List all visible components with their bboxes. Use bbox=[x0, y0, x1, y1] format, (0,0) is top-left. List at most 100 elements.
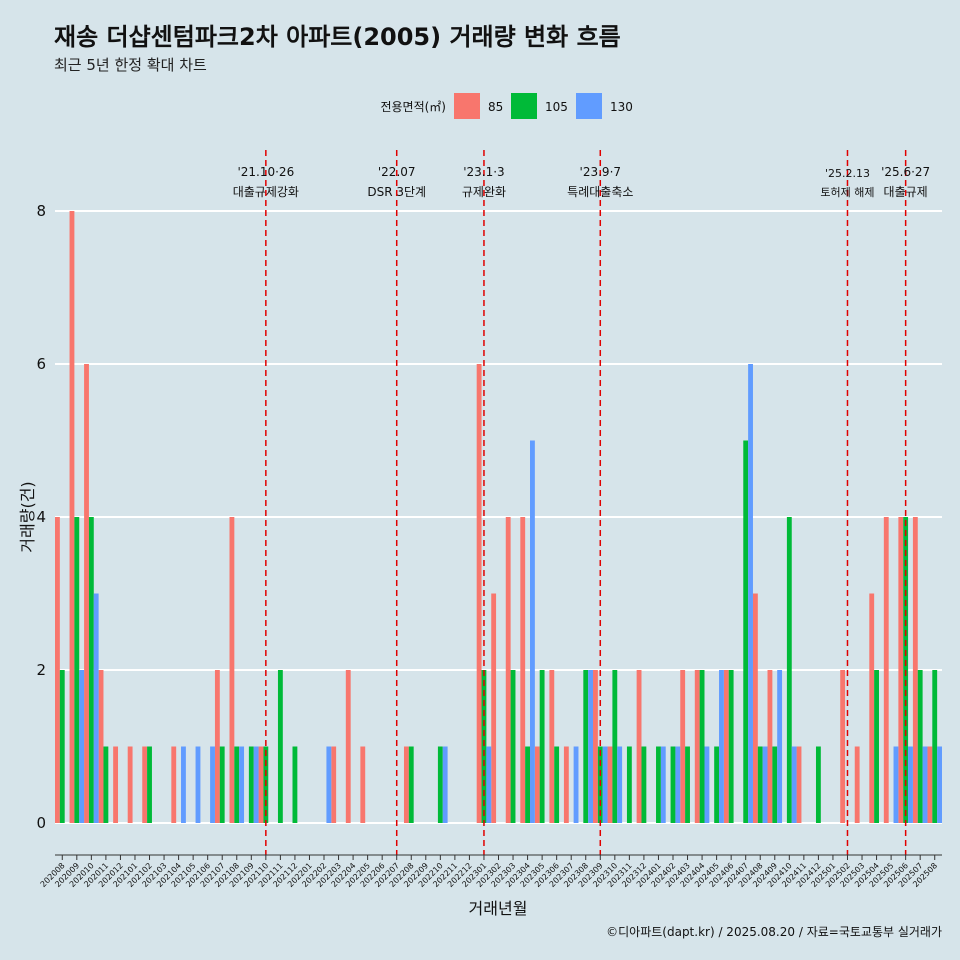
bar-130-202508 bbox=[937, 746, 942, 823]
bar-130-202410 bbox=[791, 746, 797, 823]
event-date: '23.9·7 bbox=[580, 165, 621, 179]
bar-130-202407 bbox=[748, 364, 753, 823]
bar-130-202408 bbox=[762, 746, 768, 823]
bar-105-202109 bbox=[248, 746, 254, 823]
bar-85-202203 bbox=[331, 746, 337, 823]
bar-105-202405 bbox=[714, 746, 720, 823]
bar-85-202108 bbox=[229, 517, 235, 823]
bar-105-202107 bbox=[219, 746, 225, 823]
bar-130-202106 bbox=[210, 746, 215, 823]
bar-85-202304 bbox=[520, 517, 526, 823]
bar-130-202105 bbox=[195, 746, 201, 823]
bar-105-202011 bbox=[103, 746, 109, 823]
x-axis-label: 거래년월 bbox=[469, 899, 528, 918]
bar-85-202301 bbox=[476, 364, 482, 823]
bar-130-202310 bbox=[617, 746, 623, 823]
bar-85-202012 bbox=[113, 746, 119, 823]
event-label: DSR 3단계 bbox=[367, 185, 426, 199]
bar-85-202406 bbox=[723, 670, 729, 823]
bar-105-202306 bbox=[554, 746, 560, 823]
bar-105-202305 bbox=[539, 670, 545, 823]
bar-105-202112 bbox=[292, 746, 298, 823]
bar-85-202404 bbox=[694, 670, 700, 823]
y-tick-label: 6 bbox=[36, 355, 46, 373]
chart-title: 재송 더샵센텀파크2차 아파트(2005) 거래량 변화 흐름 bbox=[54, 23, 621, 51]
bar-85-202204 bbox=[345, 670, 351, 823]
bar-105-202406 bbox=[728, 670, 734, 823]
legend-swatch-85 bbox=[454, 93, 480, 119]
bar-105-202507 bbox=[917, 670, 923, 823]
bar-105-202210 bbox=[437, 746, 443, 823]
bar-130-202304 bbox=[530, 440, 535, 823]
bar-85-202408 bbox=[752, 593, 758, 823]
legend-swatch-130 bbox=[576, 93, 602, 119]
bar-85-202409 bbox=[767, 670, 773, 823]
bar-105-202108 bbox=[234, 746, 240, 823]
bar-130-202104 bbox=[181, 746, 186, 823]
bar-105-202402 bbox=[670, 746, 676, 823]
bar-85-202502 bbox=[840, 670, 846, 823]
bar-105-202404 bbox=[699, 670, 705, 823]
bar-85-202101 bbox=[127, 746, 133, 823]
bar-105-202408 bbox=[757, 746, 763, 823]
bar-85-202506 bbox=[898, 517, 904, 823]
bar-105-202208 bbox=[408, 746, 414, 823]
bar-130-202309 bbox=[602, 746, 608, 823]
legend-label-105: 105 bbox=[545, 100, 568, 114]
legend-label-130: 130 bbox=[610, 100, 633, 114]
bar-130-202109 bbox=[253, 746, 259, 823]
bar-85-202205 bbox=[360, 746, 366, 823]
bar-130-202108 bbox=[239, 746, 245, 823]
bar-105-202412 bbox=[815, 746, 821, 823]
event-date: '25.2.13 bbox=[825, 167, 870, 180]
bar-85-202312 bbox=[636, 670, 642, 823]
bar-130-202307 bbox=[573, 746, 579, 823]
bar-85-202208 bbox=[403, 746, 409, 823]
bar-105-202010 bbox=[88, 517, 94, 823]
bar-130-202010 bbox=[93, 593, 99, 823]
y-tick-label: 8 bbox=[36, 202, 46, 220]
bar-105-202312 bbox=[641, 746, 647, 823]
legend-title: 전용면적(㎡) bbox=[380, 100, 446, 114]
bar-85-202303 bbox=[505, 517, 511, 823]
bar-105-202102 bbox=[147, 746, 152, 823]
bar-85-202411 bbox=[796, 746, 802, 823]
event-label: 규제완화 bbox=[462, 185, 506, 199]
legend: 전용면적(㎡) 85 105 130 bbox=[380, 93, 633, 119]
bar-130-202507 bbox=[922, 746, 928, 823]
bar-85-202508 bbox=[927, 746, 933, 823]
bars bbox=[55, 211, 942, 823]
bar-130-202402 bbox=[675, 746, 681, 823]
bar-105-202407 bbox=[743, 440, 749, 823]
bar-85-202505 bbox=[883, 517, 889, 823]
bar-105-202403 bbox=[685, 746, 690, 823]
event-label: 특례대출축소 bbox=[567, 185, 633, 199]
bar-105-202409 bbox=[772, 746, 778, 823]
y-tick-label: 4 bbox=[36, 508, 46, 526]
bar-85-202102 bbox=[142, 746, 148, 823]
bar-105-202304 bbox=[525, 746, 531, 823]
y-axis: 0 2 4 6 8 bbox=[36, 202, 46, 832]
legend-swatch-105 bbox=[511, 93, 537, 119]
legend-label-85: 85 bbox=[488, 100, 503, 114]
y-tick-label: 2 bbox=[36, 661, 46, 679]
bar-85-202010 bbox=[84, 364, 89, 823]
bar-130-202409 bbox=[777, 670, 783, 823]
bar-105-202308 bbox=[583, 670, 589, 823]
caption: ©디아파트(dapt.kr) / 2025.08.20 / 자료=국토교통부 실… bbox=[606, 925, 942, 939]
bar-85-202009 bbox=[69, 211, 75, 823]
bar-85-202107 bbox=[214, 670, 220, 823]
bar-130-202202 bbox=[326, 746, 332, 823]
event-label: 대출규제 bbox=[884, 185, 928, 199]
bar-85-202011 bbox=[98, 670, 104, 823]
event-date: '23.1·3 bbox=[463, 165, 504, 179]
bar-85-202310 bbox=[607, 746, 613, 823]
bar-105-202504 bbox=[874, 670, 879, 823]
bar-105-202311 bbox=[626, 746, 632, 823]
bar-130-202401 bbox=[660, 746, 666, 823]
y-axis-label: 거래량(건) bbox=[18, 481, 37, 552]
bar-130-202506 bbox=[908, 746, 913, 823]
bar-105-202508 bbox=[932, 670, 938, 823]
bar-85-202008 bbox=[55, 517, 60, 823]
event-date: '25.6·27 bbox=[881, 165, 930, 179]
